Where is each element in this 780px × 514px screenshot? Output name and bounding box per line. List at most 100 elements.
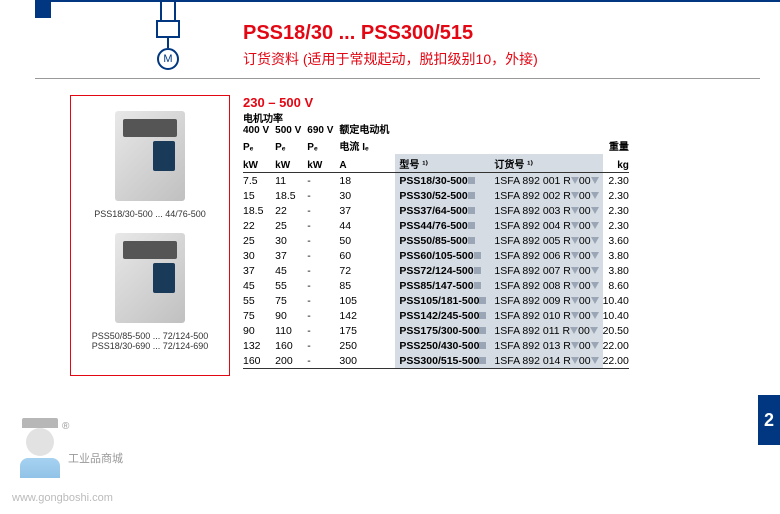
cell-model: PSS60/105-500: [395, 248, 490, 263]
triangle-icon: [571, 237, 579, 244]
triangle-icon: [571, 222, 579, 229]
triangle-icon: [590, 327, 598, 334]
cell-690v: -: [307, 278, 339, 293]
cell-model: PSS105/181-500: [395, 293, 490, 308]
page-subtitle: 订货资料 (适用于常规起动，脱扣级别10，外接): [243, 49, 538, 69]
cell-690v: -: [307, 218, 339, 233]
cell-weight: 2.30: [603, 188, 629, 203]
cell-400v: 75: [243, 308, 275, 323]
triangle-icon: [571, 252, 579, 259]
hdr-model: 型号 ¹⁾: [395, 154, 490, 173]
cell-weight: 3.80: [603, 248, 629, 263]
hdr-kw1: kW: [243, 154, 275, 173]
square-icon: [479, 342, 486, 349]
cell-order: 1SFA 892 007 R00: [490, 263, 602, 278]
cell-weight: 3.80: [603, 263, 629, 278]
triangle-icon: [591, 222, 599, 229]
cell-weight: 10.40: [603, 293, 629, 308]
cell-current: 175: [339, 323, 395, 338]
table-row: 3037-60PSS60/105-5001SFA 892 006 R003.80: [243, 248, 629, 263]
cell-690v: -: [307, 293, 339, 308]
triangle-icon: [591, 342, 599, 349]
header-row-3: kW kW kW A 型号 ¹⁾ 订货号 ¹⁾ kg: [243, 154, 629, 173]
hdr-kw2: kW: [275, 154, 307, 173]
product-caption-1: PSS18/30-500 ... 44/76-500: [76, 209, 224, 219]
watermark-text: 工业品商城: [68, 450, 123, 466]
triangle-icon: [591, 297, 599, 304]
cell-order: 1SFA 892 003 R00: [490, 203, 602, 218]
cell-400v: 30: [243, 248, 275, 263]
cell-order: 1SFA 892 002 R00: [490, 188, 602, 203]
cell-current: 37: [339, 203, 395, 218]
triangle-icon: [571, 267, 579, 274]
cell-model: PSS72/124-500: [395, 263, 490, 278]
cell-model: PSS37/64-500: [395, 203, 490, 218]
cell-weight: 20.50: [603, 323, 629, 338]
square-icon: [468, 207, 475, 214]
table-row: 160200-300PSS300/515-5001SFA 892 014 R00…: [243, 353, 629, 369]
triangle-icon: [571, 342, 579, 349]
triangle-icon: [591, 252, 599, 259]
spec-table: 400 V 500 V 690 V 额定电动机 Pₑ Pₑ Pₑ 电流 Iₑ 重…: [243, 120, 629, 369]
cell-500v: 30: [275, 233, 307, 248]
cell-500v: 37: [275, 248, 307, 263]
cell-model: PSS250/430-500: [395, 338, 490, 353]
cell-current: 60: [339, 248, 395, 263]
triangle-icon: [591, 312, 599, 319]
triangle-icon: [591, 282, 599, 289]
cell-400v: 22: [243, 218, 275, 233]
square-icon: [479, 357, 486, 364]
cell-current: 18: [339, 173, 395, 189]
cell-690v: -: [307, 323, 339, 338]
cell-current: 72: [339, 263, 395, 278]
cell-weight: 2.30: [603, 173, 629, 189]
cell-model: PSS300/515-500: [395, 353, 490, 369]
cell-400v: 160: [243, 353, 275, 369]
table-row: 132160-250PSS250/430-5001SFA 892 013 R00…: [243, 338, 629, 353]
section-tab: 2: [758, 395, 780, 445]
hdr-kg: kg: [603, 154, 629, 173]
cell-690v: -: [307, 203, 339, 218]
cell-current: 30: [339, 188, 395, 203]
cell-690v: -: [307, 353, 339, 369]
table-row: 3745-72PSS72/124-5001SFA 892 007 R003.80: [243, 263, 629, 278]
hdr-a: A: [339, 154, 395, 173]
watermark-logo: [10, 424, 70, 484]
cell-model: PSS30/52-500: [395, 188, 490, 203]
cell-500v: 110: [275, 323, 307, 338]
cell-400v: 90: [243, 323, 275, 338]
cell-order: 1SFA 892 014 R00: [490, 353, 602, 369]
hdr-690v: 690 V: [307, 120, 339, 137]
product-caption-2: PSS50/85-500 ... 72/124-500PSS18/30-690 …: [76, 331, 224, 351]
product-image-1: [115, 111, 185, 201]
hdr-pe2: Pₑ: [275, 137, 307, 154]
square-icon: [474, 252, 481, 259]
square-icon: [468, 237, 475, 244]
cell-500v: 22: [275, 203, 307, 218]
page-title: PSS18/30 ... PSS300/515: [243, 22, 538, 45]
cell-400v: 25: [243, 233, 275, 248]
cell-690v: -: [307, 248, 339, 263]
cell-model: PSS18/30-500: [395, 173, 490, 189]
cell-order: 1SFA 892 004 R00: [490, 218, 602, 233]
cell-order: 1SFA 892 001 R00: [490, 173, 602, 189]
table-row: 2225-44PSS44/76-5001SFA 892 004 R002.30: [243, 218, 629, 233]
triangle-icon: [571, 312, 579, 319]
hdr-order: 订货号 ¹⁾: [490, 154, 602, 173]
cell-order: 1SFA 892 013 R00: [490, 338, 602, 353]
cell-690v: -: [307, 308, 339, 323]
cell-model: PSS44/76-500: [395, 218, 490, 233]
cell-500v: 55: [275, 278, 307, 293]
cell-weight: 8.60: [603, 278, 629, 293]
cell-model: PSS175/300-500: [395, 323, 490, 338]
page-title-block: PSS18/30 ... PSS300/515 订货资料 (适用于常规起动，脱扣…: [243, 22, 538, 69]
triangle-icon: [591, 177, 599, 184]
hdr-400v: 400 V: [243, 120, 275, 137]
cell-500v: 160: [275, 338, 307, 353]
table-row: 90110-175PSS175/300-5001SFA 892 011 R002…: [243, 323, 629, 338]
cell-500v: 200: [275, 353, 307, 369]
square-icon: [468, 177, 475, 184]
cell-weight: 3.60: [603, 233, 629, 248]
watermark-url: www.gongboshi.com: [12, 492, 113, 504]
cell-order: 1SFA 892 010 R00: [490, 308, 602, 323]
